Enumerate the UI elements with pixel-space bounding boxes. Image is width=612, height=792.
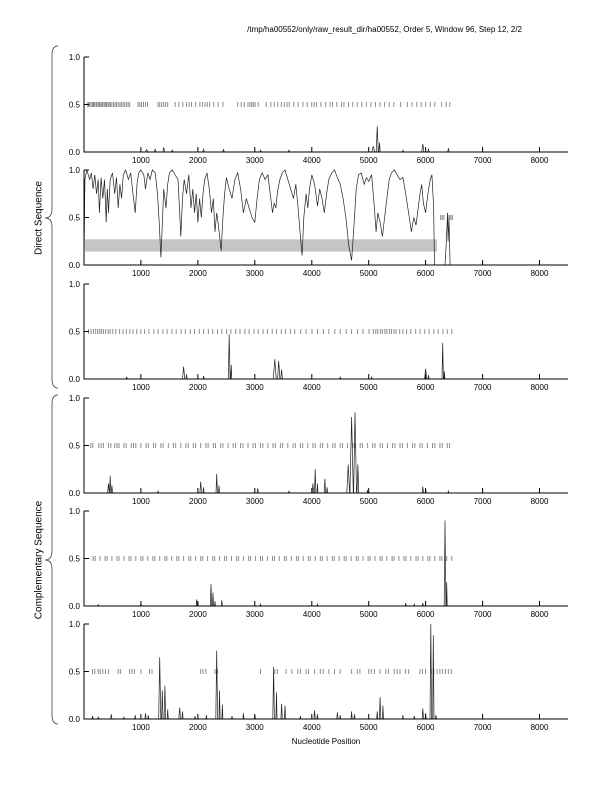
x-tick-label: 1000	[132, 269, 150, 278]
signal-curve	[83, 169, 568, 266]
x-tick-label: 8000	[531, 497, 549, 506]
x-tick-label: 5000	[360, 383, 378, 392]
x-tick-label: 6000	[417, 723, 435, 732]
y-tick-label: 1.0	[69, 280, 81, 289]
axes	[83, 398, 568, 494]
orf-marks	[92, 556, 453, 561]
x-tick-label: 3000	[246, 610, 264, 619]
axes	[83, 511, 568, 607]
x-tick-label: 6000	[417, 497, 435, 506]
y-tick-label: 1.0	[69, 620, 81, 629]
y-tick-label: 0.0	[69, 148, 81, 157]
x-tick-label: 2000	[189, 269, 207, 278]
x-tick-label: 1000	[132, 156, 150, 165]
x-tick-label: 8000	[531, 723, 549, 732]
y-tick-label: 0.0	[69, 715, 81, 724]
x-tick-label: 1000	[132, 610, 150, 619]
signal-curve	[84, 412, 568, 494]
x-tick-label: 5000	[360, 156, 378, 165]
y-tick-label: 0.5	[69, 213, 81, 222]
orf-marks	[92, 669, 452, 674]
y-tick-label: 1.0	[69, 507, 81, 516]
y-tick-label: 0.5	[69, 554, 81, 563]
x-tick-label: 4000	[303, 497, 321, 506]
x-tick-label: 1000	[132, 383, 150, 392]
x-tick-label: 7000	[474, 723, 492, 732]
signal-curve	[84, 334, 568, 380]
signal-curve	[84, 126, 568, 153]
orf-marks	[90, 443, 451, 448]
x-tick-label: 7000	[474, 156, 492, 165]
y-tick-label: 0.5	[69, 667, 81, 676]
x-tick-label: 6000	[417, 269, 435, 278]
axes	[83, 284, 568, 380]
y-tick-label: 0.5	[69, 100, 81, 109]
chart-title: /tmp/ha00552/only/raw_result_dir/ha00552…	[247, 25, 522, 34]
x-tick-label: 8000	[531, 156, 549, 165]
x-tick-label: 2000	[189, 156, 207, 165]
axes	[83, 624, 568, 720]
x-tick-label: 5000	[360, 723, 378, 732]
x-tick-label: 8000	[531, 610, 549, 619]
y-tick-label: 0.0	[69, 602, 81, 611]
x-tick-label: 1000	[132, 497, 150, 506]
y-tick-label: 1.0	[69, 394, 81, 403]
y-tick-label: 0.5	[69, 441, 81, 450]
x-tick-label: 4000	[303, 610, 321, 619]
panel-direct-3: 1000 2000 3000 4000 5000 6000 7000 8000 0.0 0.5 1.…	[69, 280, 568, 392]
x-tick-label: 6000	[417, 383, 435, 392]
x-tick-label: 3000	[246, 383, 264, 392]
x-tick-label: 2000	[189, 610, 207, 619]
x-tick-label: 3000	[246, 497, 264, 506]
x-tick-label: 7000	[474, 269, 492, 278]
direct-sequence-brace	[44, 45, 59, 389]
x-tick-label: 5000	[360, 610, 378, 619]
y-tick-label: 0.0	[69, 489, 81, 498]
y-tick-label: 0.0	[69, 261, 81, 270]
x-tick-label: 6000	[417, 156, 435, 165]
signal-curve	[84, 623, 568, 720]
x-tick-label: 7000	[474, 497, 492, 506]
x-tick-label: 8000	[531, 269, 549, 278]
panel-complementary-2: 1000 2000 3000 4000 5000 6000 7000 8000 0.0 0.5 1.…	[69, 507, 568, 619]
x-tick-label: 8000	[531, 383, 549, 392]
x-tick-label: 4000	[303, 269, 321, 278]
orf-marks	[88, 329, 453, 334]
x-tick-label: 5000	[360, 269, 378, 278]
x-tick-label: 5000	[360, 497, 378, 506]
x-tick-label: 3000	[246, 723, 264, 732]
y-tick-label: 1.0	[69, 53, 81, 62]
y-tick-label: 1.0	[69, 166, 81, 175]
orf-marks	[440, 215, 453, 220]
x-tick-label: 2000	[189, 383, 207, 392]
panel-direct-2: 1000 2000 3000 4000 5000 6000 7000 8000 0.0 0.5 1.…	[69, 166, 568, 278]
panel-complementary-3: 1000 2000 3000 4000 5000 6000 7000 8000 0.0 0.5 1.…	[69, 620, 568, 732]
x-tick-label: 3000	[246, 156, 264, 165]
y-tick-label: 0.5	[69, 327, 81, 336]
orf-marks	[87, 102, 451, 107]
x-tick-label: 4000	[303, 156, 321, 165]
x-tick-label: 2000	[189, 723, 207, 732]
x-tick-label: 6000	[417, 610, 435, 619]
x-tick-label: 7000	[474, 610, 492, 619]
x-tick-label: 1000	[132, 723, 150, 732]
complementary-sequence-brace	[44, 394, 59, 725]
shaded-band	[85, 239, 437, 252]
panel-complementary-1: 1000 2000 3000 4000 5000 6000 7000 8000 0.0 0.5 1.…	[69, 394, 568, 506]
x-axis-title: Nucleotide Position	[291, 737, 361, 746]
x-tick-label: 2000	[189, 497, 207, 506]
x-tick-label: 7000	[474, 383, 492, 392]
x-tick-label: 3000	[246, 269, 264, 278]
signal-curve	[84, 520, 568, 607]
x-tick-label: 4000	[303, 723, 321, 732]
panel-direct-1: 1000 2000 3000 4000 5000 6000 7000 8000 0.0 0.5 1.…	[69, 53, 568, 165]
y-tick-label: 0.0	[69, 375, 81, 384]
x-tick-label: 4000	[303, 383, 321, 392]
